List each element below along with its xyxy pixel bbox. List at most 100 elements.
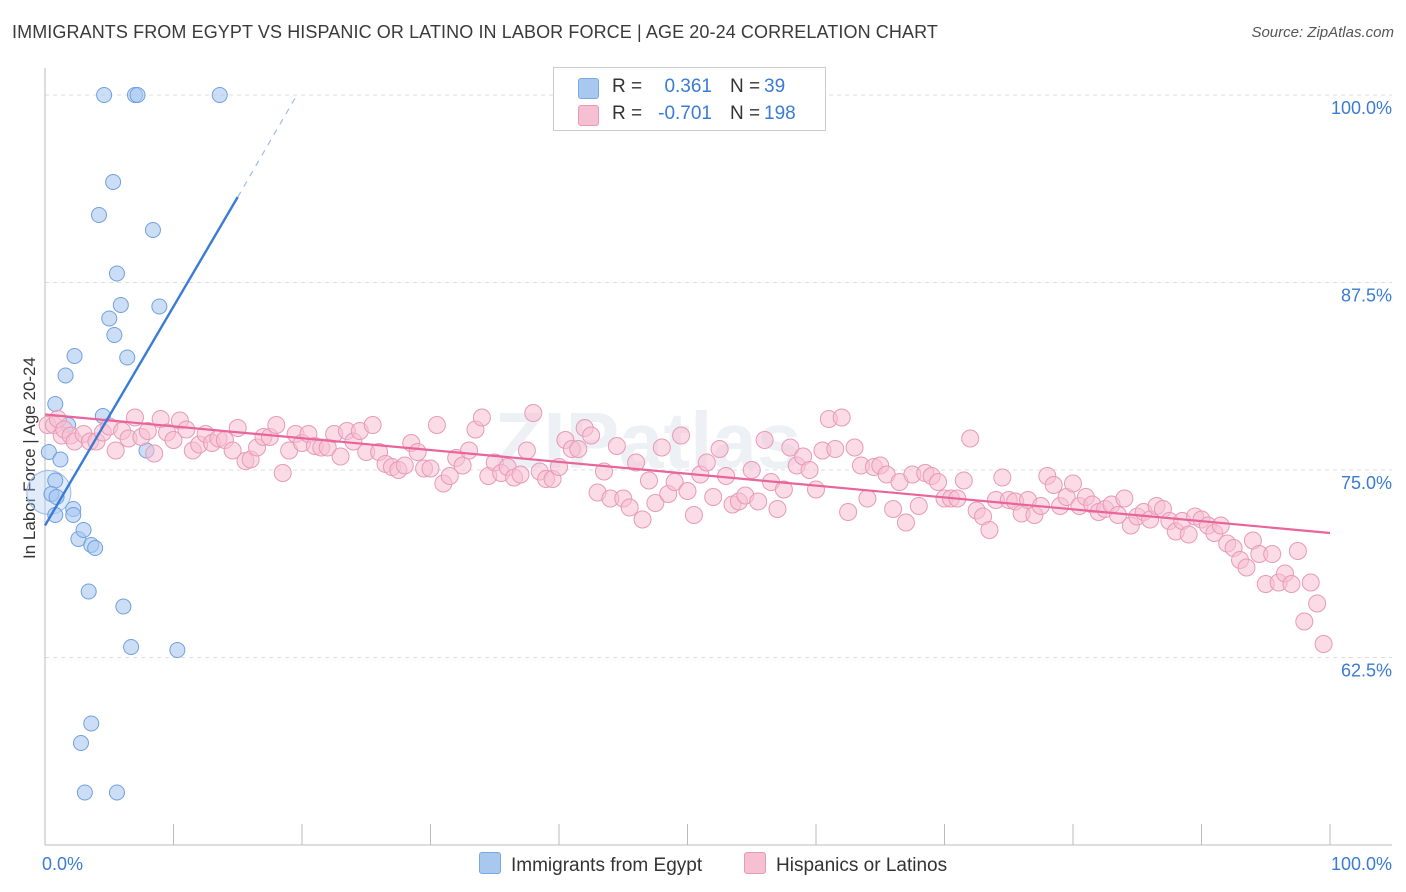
point-hispanic — [755, 431, 774, 449]
point-hispanic — [267, 416, 286, 434]
legend-r-label: R = — [612, 103, 643, 124]
bottom-legend-swatch-hispanic — [744, 852, 766, 874]
bottom-legend-hispanic: Hispanics or Latinos — [744, 852, 947, 877]
point-egypt — [90, 207, 107, 223]
bottom-legend-swatch-egypt — [479, 852, 501, 874]
bottom-legend-label-egypt: Immigrants from Egypt — [511, 855, 703, 876]
legend-n-value: 39 — [764, 76, 786, 97]
point-hispanic — [453, 456, 472, 475]
point-hispanic — [774, 480, 793, 499]
point-hispanic — [742, 461, 761, 479]
point-hispanic — [672, 426, 691, 445]
point-hispanic — [832, 408, 851, 427]
point-hispanic — [1237, 558, 1256, 577]
point-egypt — [151, 298, 168, 315]
point-hispanic — [440, 467, 459, 485]
point-hispanic — [427, 416, 446, 434]
point-egypt — [65, 507, 82, 523]
y-tick-label: 100.0% — [1331, 98, 1392, 118]
point-egypt — [144, 222, 161, 238]
point-egypt — [47, 396, 64, 412]
point-hispanic — [896, 513, 915, 532]
point-hispanic — [1064, 474, 1082, 493]
point-hispanic — [1044, 476, 1063, 494]
grid-lines — [45, 94, 1392, 658]
legend-swatch-hispanic — [578, 105, 599, 126]
point-hispanic — [993, 468, 1012, 487]
point-hispanic — [1282, 575, 1301, 593]
point-egypt — [75, 522, 92, 538]
x-tick-label: 0.0% — [42, 854, 83, 874]
legend-r-value: -0.701 — [658, 103, 712, 124]
point-hispanic — [710, 440, 729, 458]
point-hispanic — [582, 426, 601, 445]
trend-line-egypt — [43, 196, 239, 527]
point-hispanic — [697, 453, 716, 472]
y-tick-labels: 62.5% 75.0% 87.5% 100.0% — [1331, 98, 1392, 681]
point-hispanic — [1314, 635, 1333, 653]
point-hispanic — [1263, 545, 1282, 563]
point-egypt — [115, 598, 132, 615]
y-tick-label: 62.5% — [1341, 661, 1392, 681]
point-hispanic — [909, 497, 928, 515]
point-hispanic — [1288, 542, 1307, 560]
legend-n-label: N = — [730, 76, 761, 97]
x-tick-labels: 0.0% 100.0% — [42, 854, 1392, 874]
y-tick-label: 87.5% — [1341, 286, 1392, 306]
point-hispanic — [460, 441, 479, 460]
point-hispanic — [395, 456, 414, 475]
point-egypt — [123, 639, 140, 655]
point-hispanic — [781, 438, 800, 457]
point-hispanic — [800, 461, 819, 479]
point-hispanic — [845, 438, 864, 457]
point-hispanic — [1211, 516, 1230, 535]
point-hispanic — [1301, 573, 1320, 592]
legend-n-label: N = — [730, 103, 761, 124]
y-tick-label: 75.0% — [1341, 473, 1392, 493]
point-hispanic — [1179, 525, 1198, 544]
point-egypt — [57, 367, 74, 384]
point-hispanic — [1115, 489, 1134, 508]
point-hispanic — [839, 503, 858, 521]
legend-swatch-egypt — [578, 78, 599, 99]
point-hispanic — [627, 453, 646, 472]
point-hispanic — [177, 420, 196, 439]
point-hispanic — [1295, 612, 1314, 631]
point-hispanic — [223, 441, 242, 460]
point-hispanic — [954, 471, 973, 490]
stats-legend: R = 0.361 N = 39 R = -0.701 N = 198 — [553, 67, 826, 131]
point-hispanic — [646, 494, 665, 512]
point-hispanic — [517, 441, 536, 460]
point-egypt — [87, 540, 104, 556]
point-hispanic — [145, 444, 164, 463]
bottom-legend-egypt: Immigrants from Egypt — [479, 852, 702, 877]
point-hispanic — [421, 459, 440, 478]
point-hispanic — [569, 440, 588, 458]
point-hispanic — [929, 473, 948, 491]
point-hispanic — [164, 431, 183, 449]
point-hispanic — [273, 464, 292, 482]
point-hispanic — [684, 506, 703, 524]
chart-title: IMMIGRANTS FROM EGYPT VS HISPANIC OR LAT… — [12, 22, 938, 42]
point-egypt — [108, 784, 125, 801]
point-hispanic — [704, 488, 723, 506]
point-hispanic — [652, 438, 671, 457]
point-egypt — [129, 87, 146, 103]
point-hispanic — [768, 500, 787, 518]
point-hispanic — [106, 441, 125, 460]
point-egypt — [108, 265, 125, 282]
point-egypt — [83, 715, 100, 732]
point-hispanic — [678, 482, 697, 500]
legend-n-value: 198 — [764, 103, 796, 124]
point-egypt — [119, 349, 136, 366]
point-hispanic — [607, 437, 626, 455]
point-egypt — [169, 642, 186, 658]
point-hispanic — [511, 465, 530, 484]
point-hispanic — [884, 500, 903, 518]
series-hispanic-points — [38, 404, 1333, 653]
point-hispanic — [639, 471, 658, 490]
point-egypt — [112, 297, 129, 313]
point-egypt — [101, 310, 118, 327]
point-egypt — [76, 784, 93, 801]
point-hispanic — [633, 510, 652, 529]
